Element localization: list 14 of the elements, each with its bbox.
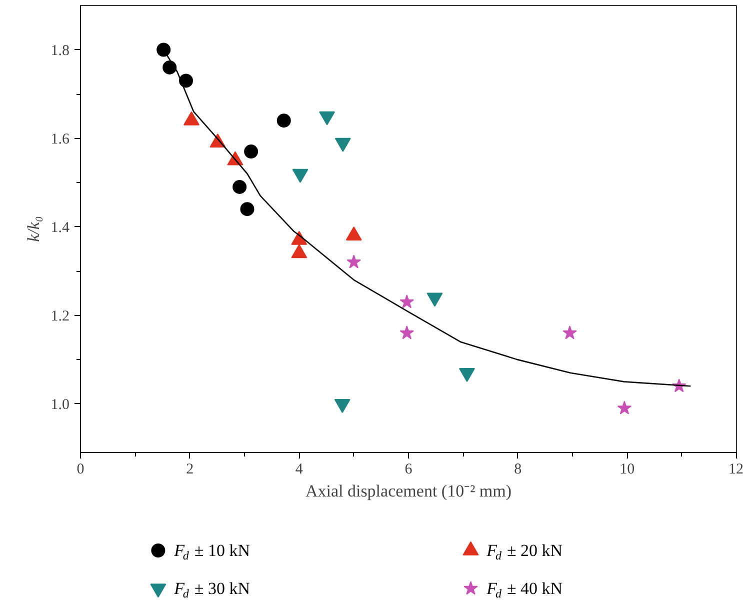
x-tick-label: 4 (295, 462, 304, 478)
x-tick-label: 10 (620, 462, 635, 478)
y-tick-label: 1.6 (50, 131, 70, 148)
y-tick-label: 1.0 (50, 396, 70, 413)
x-tick-label: 8 (514, 462, 522, 478)
x-tick-label: 6 (404, 462, 413, 478)
y-tick-label: 1.2 (50, 308, 70, 324)
x-tick-label: 12 (728, 462, 743, 478)
y-tick-label: 1.4 (50, 220, 70, 236)
y-tick-label: 1.8 (50, 42, 70, 59)
x-tick-label: 2 (186, 462, 194, 478)
x-tick-label: 0 (76, 462, 84, 478)
y-axis-title: k/k₀ (24, 216, 43, 242)
x-axis-title: Axial displacement (10⁻² mm) (305, 482, 512, 500)
